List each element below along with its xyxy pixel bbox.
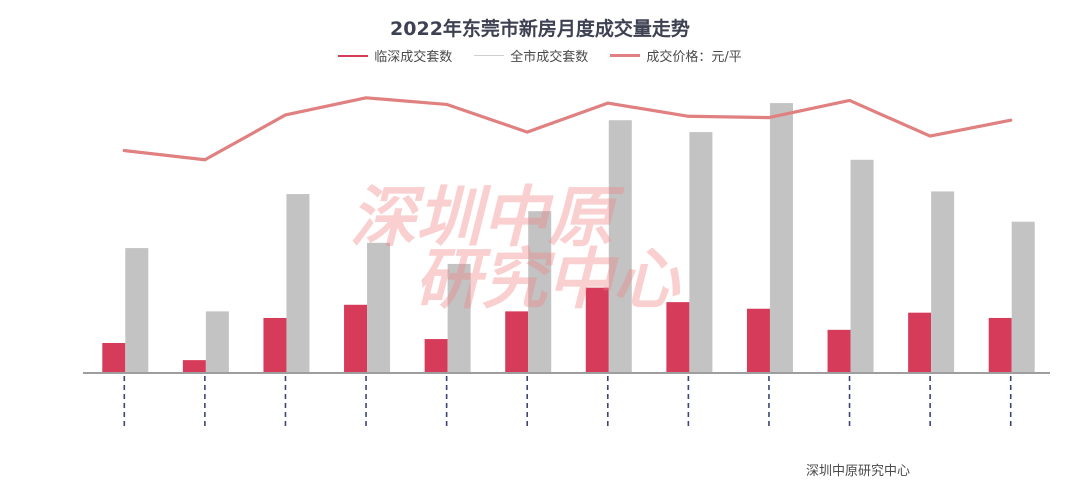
- price-line-1: [122, 96, 1013, 162]
- bar-linshen-9: [746, 308, 770, 372]
- bar-quanshi-5: [447, 263, 471, 372]
- bar-quanshi-6: [528, 211, 552, 372]
- price-point-8: [686, 114, 690, 118]
- price-point-11: [928, 134, 932, 138]
- price-point-2: [203, 158, 207, 162]
- bar-quanshi-10: [850, 159, 874, 372]
- price-point-12: [1009, 118, 1013, 122]
- legend-swatch-0: [338, 54, 369, 57]
- bar-linshen-6: [505, 311, 529, 372]
- bar-linshen-3: [263, 317, 287, 372]
- bar-quanshi-2: [205, 311, 229, 372]
- bar-linshen-10: [827, 329, 851, 372]
- watermark-line-2: 研究中心: [415, 241, 681, 318]
- bar-quanshi-11: [931, 191, 955, 372]
- legend-label-0: 临深成交套数: [374, 50, 453, 65]
- bar-quanshi-1: [125, 248, 149, 372]
- legend-swatch-1: [474, 55, 505, 56]
- bar-quanshi-9: [769, 103, 793, 372]
- bar-quanshi-3: [286, 194, 310, 372]
- bar-linshen-8: [666, 302, 690, 372]
- price-point-9: [767, 116, 771, 120]
- price-point-10: [848, 98, 852, 102]
- bar-linshen-4: [344, 304, 368, 372]
- legend: 临深成交套数 全市成交套数 成交价格：元/平: [0, 46, 1080, 65]
- bar-linshen-12: [988, 317, 1012, 372]
- bar-linshen-11: [908, 312, 932, 372]
- price-point-5: [445, 102, 449, 106]
- bar-quanshi-8: [689, 132, 713, 372]
- price-point-7: [606, 101, 610, 105]
- bar-quanshi-7: [608, 120, 632, 373]
- legend-label-2: 成交价格：元/平: [646, 50, 742, 65]
- legend-swatch-2: [610, 54, 641, 57]
- chart-title: 2022年东莞市新房月度成交量走势: [390, 18, 690, 40]
- price-point-1: [122, 149, 126, 153]
- legend-item-0: 临深成交套数: [338, 46, 452, 65]
- legend-item-1: 全市成交套数: [474, 46, 588, 65]
- bar-quanshi-4: [367, 242, 391, 372]
- bar-linshen-5: [424, 339, 448, 372]
- source-note: 深圳中原研究中心: [806, 464, 911, 479]
- price-point-3: [283, 113, 287, 117]
- bar-quanshi-12: [1011, 221, 1035, 372]
- bar-linshen-1: [102, 343, 126, 372]
- bar-linshen-7: [585, 287, 609, 372]
- legend-item-2: 成交价格：元/平: [610, 46, 742, 65]
- bar-linshen-2: [182, 360, 206, 372]
- price-point-4: [364, 96, 368, 100]
- watermark-line-1: 深圳中原: [350, 179, 625, 256]
- legend-label-1: 全市成交套数: [510, 50, 589, 65]
- price-point-6: [525, 130, 529, 134]
